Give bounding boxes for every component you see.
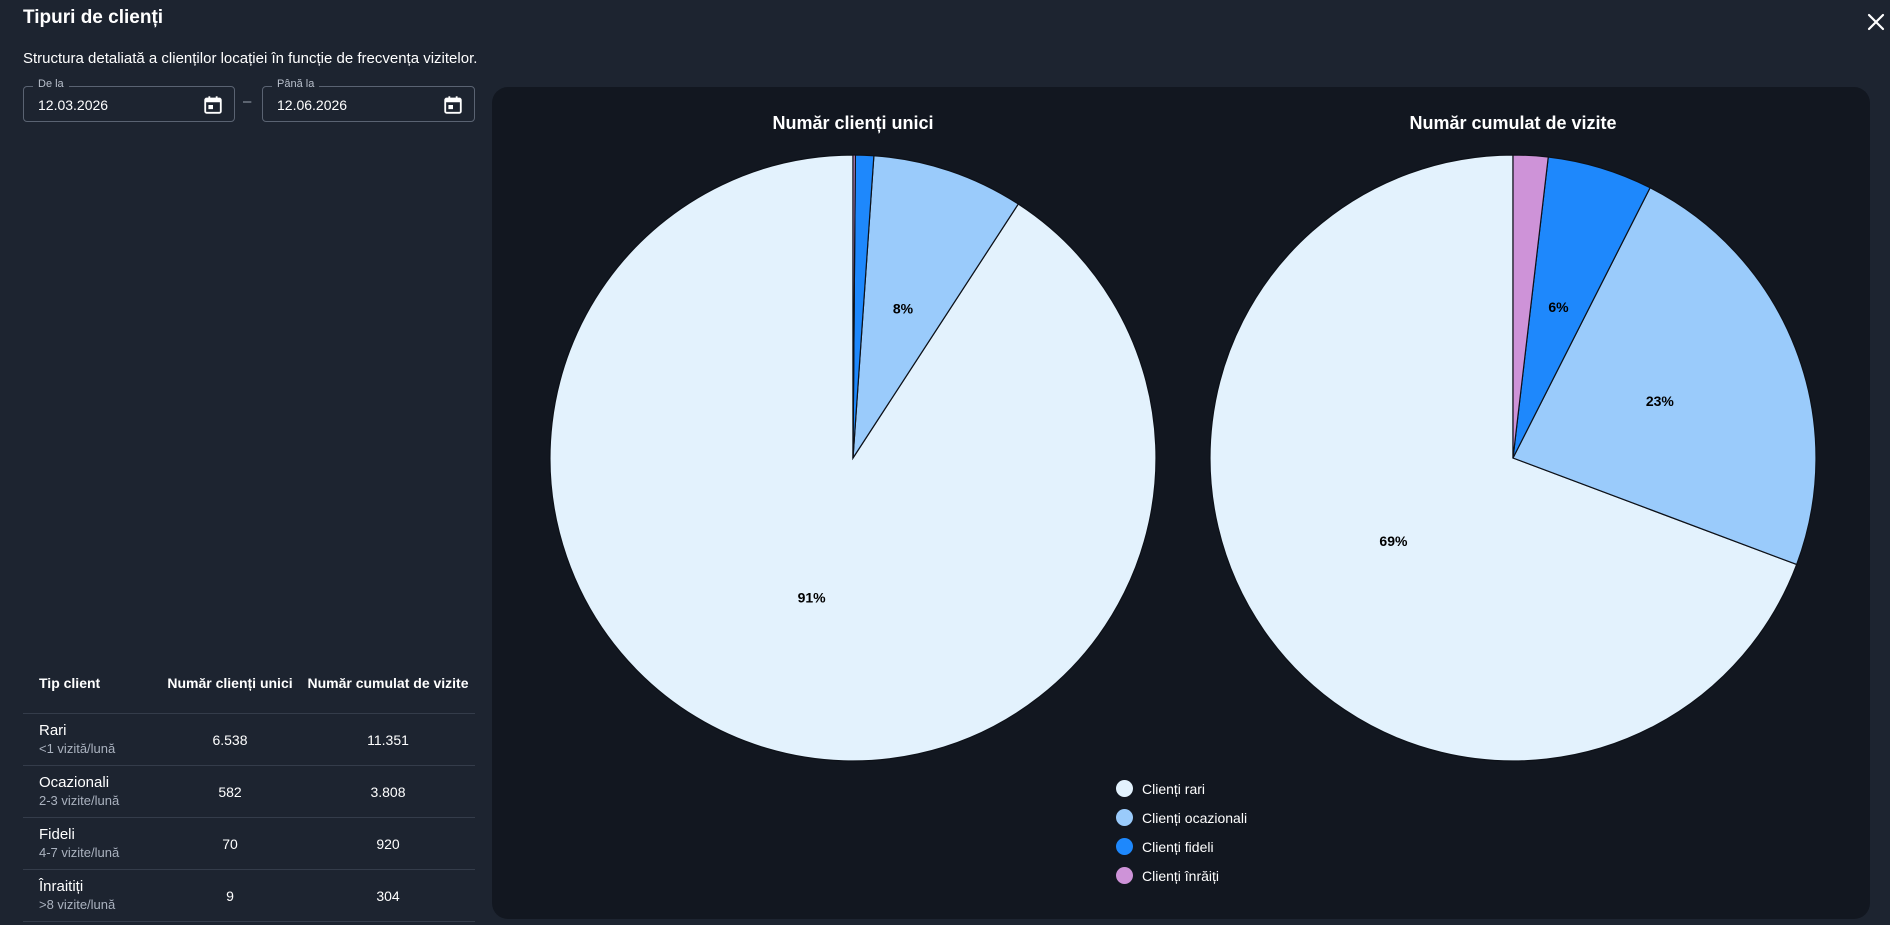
column-header-type: Tip client — [23, 653, 159, 714]
chart-title: Număr cumulat de vizite — [1409, 113, 1616, 133]
row-visits-value: 11.351 — [301, 713, 475, 766]
pie-charts: Număr clienți unici 91% 8% Număr cumulat de… — [549, 113, 1817, 762]
slice-percent-label: 6% — [1548, 299, 1569, 315]
calendar-icon[interactable] — [202, 94, 224, 116]
legend-swatch — [1116, 809, 1133, 826]
table-row: Înraitiți >8 vizite/lună 9 304 — [23, 869, 475, 922]
row-visits-value: 920 — [301, 817, 475, 870]
column-header-unique: Număr clienți unici — [159, 653, 301, 714]
chart-title: Număr clienți unici — [772, 113, 933, 133]
row-type-frequency: 4-7 vizite/lună — [39, 845, 120, 860]
row-type-name: Înraitiți — [39, 878, 84, 895]
row-visits-value: 304 — [301, 869, 475, 922]
pie-chart-1: Număr clienți unici 91% 8% — [549, 113, 1157, 762]
charts-panel: Număr clienți unici 91% 8% Număr cumulat de… — [492, 87, 1870, 919]
client-types-table: Tip client Număr clienți unici Număr cum… — [23, 653, 475, 922]
date-from-field[interactable]: De la 12.03.2026 — [23, 78, 235, 122]
row-type-cell: Rari <1 vizită/lună — [23, 713, 159, 766]
row-type-cell: Fideli 4-7 vizite/lună — [23, 817, 159, 870]
table-row: Rari <1 vizită/lună 6.538 11.351 — [23, 713, 475, 766]
pie-slice[interactable] — [1512, 154, 1549, 459]
slice-percent-label: 69% — [1379, 533, 1408, 549]
row-type-frequency: <1 vizită/lună — [39, 741, 116, 756]
legend-item-ocazionali[interactable]: Clienți ocazionali — [1116, 803, 1247, 832]
legend-swatch — [1116, 867, 1133, 884]
slice-percent-label: 23% — [1646, 393, 1675, 409]
pie-slice[interactable] — [852, 154, 856, 459]
table-row: Ocazionali 2-3 vizite/lună 582 3.808 — [23, 765, 475, 818]
column-header-visits: Număr cumulat de vizite — [301, 653, 475, 714]
row-visits-value: 3.808 — [301, 765, 475, 818]
pie-slice[interactable] — [1209, 154, 1798, 762]
row-type-name: Ocazionali — [39, 774, 110, 791]
slice-percent-label: 91% — [798, 589, 827, 605]
legend-label: Clienți înrăiți — [1142, 867, 1220, 884]
legend-item-inraiti[interactable]: Clienți înrăiți — [1116, 861, 1247, 890]
close-icon[interactable] — [1864, 10, 1888, 34]
row-unique-value: 9 — [159, 869, 301, 922]
row-unique-value: 6.538 — [159, 713, 301, 766]
legend-label: Clienți ocazionali — [1142, 809, 1248, 826]
calendar-icon[interactable] — [442, 94, 464, 116]
legend-label: Clienți rari — [1142, 780, 1206, 797]
pie-slice[interactable] — [852, 155, 1020, 461]
legend-swatch — [1116, 838, 1133, 855]
dialog-title: Tipuri de clienți — [23, 7, 164, 28]
legend-label: Clienți fideli — [1142, 838, 1214, 855]
row-unique-value: 70 — [159, 817, 301, 870]
date-from-value[interactable]: 12.03.2026 — [38, 97, 109, 113]
row-unique-value: 582 — [159, 765, 301, 818]
date-to-label: Până la — [272, 78, 320, 90]
row-type-frequency: >8 vizite/lună — [39, 897, 116, 912]
date-from-label: De la — [33, 78, 69, 90]
row-type-cell: Ocazionali 2-3 vizite/lună — [23, 765, 159, 818]
date-to-value[interactable]: 12.06.2026 — [277, 97, 348, 113]
pie-slice[interactable] — [1512, 186, 1817, 566]
table-header-row: Tip client Număr clienți unici Număr cum… — [23, 653, 475, 714]
date-to-field[interactable]: Până la 12.06.2026 — [262, 78, 475, 122]
pie-chart-2: Număr cumulat de vizite 69% 23% 6% — [1209, 113, 1817, 762]
legend-swatch — [1116, 780, 1133, 797]
legend-item-fideli[interactable]: Clienți fideli — [1116, 832, 1247, 861]
slice-percent-label: 8% — [893, 301, 914, 317]
date-range-separator: – — [243, 93, 252, 110]
row-type-cell: Înraitiți >8 vizite/lună — [23, 869, 159, 922]
row-type-name: Fideli — [39, 826, 75, 843]
dialog-subtitle: Structura detaliată a clienților locație… — [23, 50, 478, 67]
table-row: Fideli 4-7 vizite/lună 70 920 — [23, 817, 475, 870]
row-type-frequency: 2-3 vizite/lună — [39, 793, 120, 808]
legend-item-rari[interactable]: Clienți rari — [1116, 774, 1247, 803]
row-type-name: Rari — [39, 722, 67, 739]
chart-legend: Clienți rari Clienți ocazionali Clienți … — [1116, 774, 1247, 890]
